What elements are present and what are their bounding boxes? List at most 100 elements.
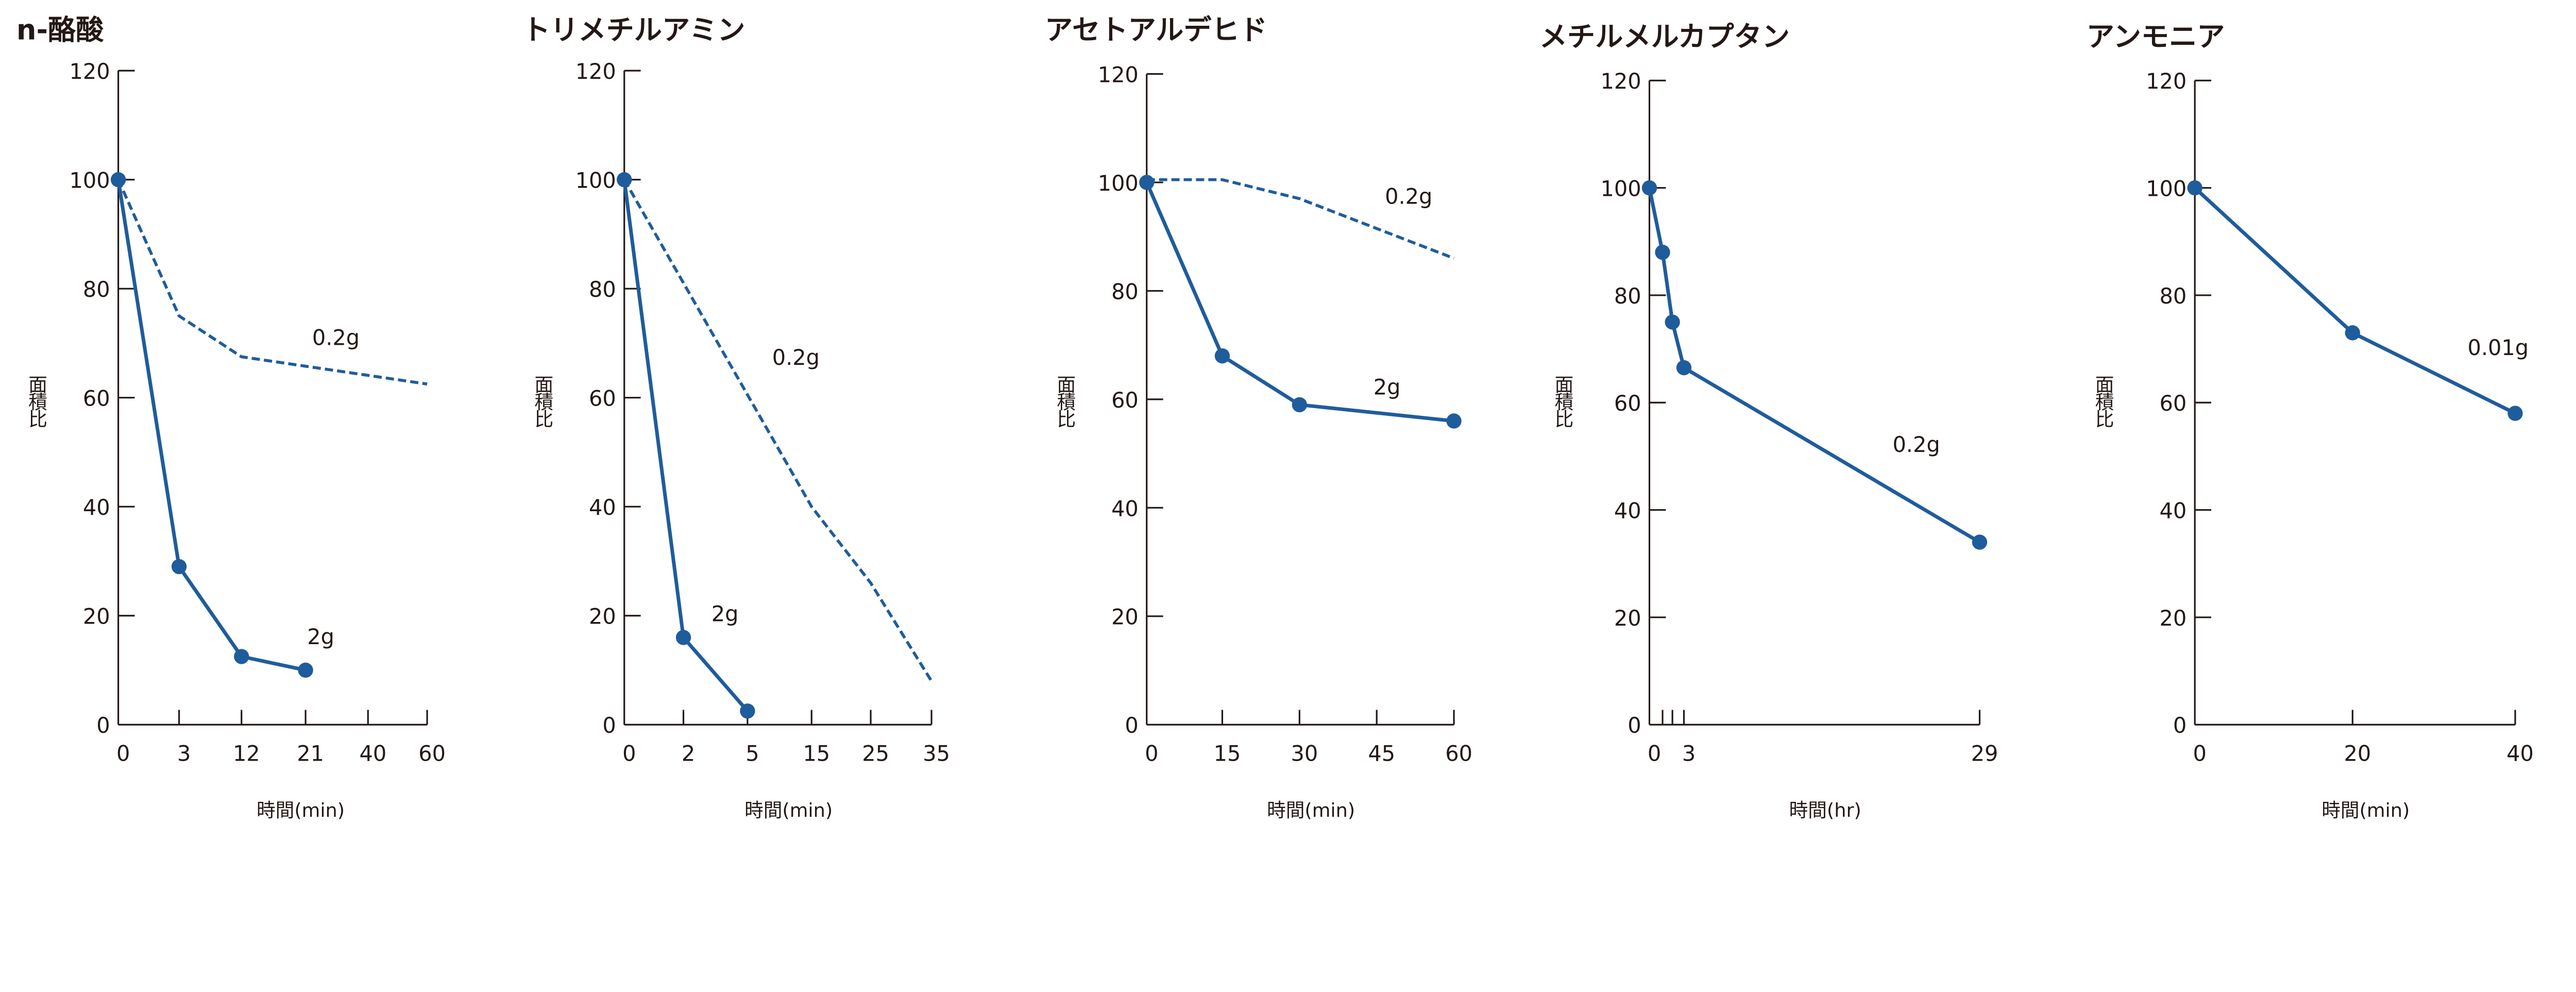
- chart-title: n-酪酸: [16, 14, 104, 46]
- chart-title: メチルメルカプタン: [1539, 20, 1790, 53]
- y-tick-label: 60: [1111, 388, 1139, 413]
- y-tick-label: 120: [70, 59, 110, 84]
- y-axis-label: 面積比: [531, 375, 553, 427]
- series-label: 2g: [1374, 375, 1401, 399]
- y-tick-label: 100: [70, 169, 110, 193]
- series-line-0.2g: [116, 179, 428, 386]
- data-point: [2507, 406, 2523, 421]
- x-axis-label: 時間(min): [1267, 799, 1355, 821]
- x-tick-label: 5: [745, 741, 759, 766]
- data-point: [2345, 325, 2360, 341]
- x-tick-label: 0: [1648, 741, 1661, 766]
- x-axis-label: 時間(min): [2321, 799, 2410, 821]
- data-point: [617, 172, 632, 188]
- data-point: [1214, 348, 1230, 364]
- data-point: [298, 662, 313, 678]
- y-tick-label: 0: [96, 713, 110, 738]
- data-point: [234, 649, 249, 664]
- y-tick-label: 80: [1111, 279, 1139, 304]
- x-tick-label: 0: [2193, 741, 2207, 766]
- x-tick-label: 30: [1291, 741, 1318, 766]
- y-tick-label: 120: [575, 59, 616, 84]
- series-label: 0.2g: [772, 345, 820, 370]
- series-line-2g: [116, 179, 306, 672]
- series-label: 2g: [307, 625, 334, 649]
- x-tick-label: 3: [177, 741, 191, 766]
- y-tick-label: 60: [1614, 391, 1641, 416]
- x-tick-label: 2: [682, 741, 695, 766]
- data-point: [1292, 397, 1307, 413]
- y-axis-label: 面積比: [1054, 375, 1076, 427]
- x-tick-label: 29: [1971, 741, 1998, 766]
- y-tick-label: 0: [1125, 713, 1138, 738]
- series-label: 0.2g: [1385, 184, 1432, 209]
- y-tick-label: 120: [1098, 62, 1139, 87]
- y-tick-label: 0: [1628, 713, 1641, 738]
- x-tick-label: 12: [233, 741, 260, 766]
- y-tick-label: 80: [2159, 284, 2187, 309]
- y-tick-label: 0: [2173, 713, 2187, 738]
- data-point: [1676, 360, 1692, 376]
- y-tick-label: 20: [589, 604, 616, 629]
- y-tick-label: 60: [83, 386, 110, 411]
- series-label: 0.2g: [312, 326, 360, 350]
- x-tick-label: 21: [297, 741, 324, 766]
- series-label: 0.01g: [2468, 335, 2529, 360]
- data-point: [2187, 180, 2202, 196]
- chart-panel: アセトアルデヒド 0 20 40 60 80 100 120 0 15 30 45 60 時間(min) 面…: [1045, 14, 1472, 821]
- series-line-0.2g: [623, 179, 933, 682]
- series-line-0.2g: [1146, 178, 1455, 260]
- x-tick-label: 35: [923, 741, 950, 766]
- chart-title: アセトアルデヒド: [1045, 14, 1267, 46]
- y-tick-label: 80: [1614, 284, 1641, 309]
- data-point: [675, 630, 691, 645]
- y-tick-label: 80: [83, 277, 110, 302]
- y-tick-label: 0: [602, 713, 616, 738]
- data-point: [1446, 413, 1462, 429]
- y-tick-label: 40: [1111, 496, 1139, 521]
- data-point: [1655, 244, 1670, 260]
- series-label: 2g: [711, 601, 739, 626]
- y-axis-label: 面積比: [2092, 375, 2114, 427]
- chart-title: トリメチルアミン: [522, 14, 745, 46]
- y-tick-label: 60: [2159, 391, 2187, 416]
- x-axis-label: 時間(min): [257, 799, 345, 821]
- x-tick-label: 15: [803, 741, 830, 766]
- x-tick-label: 40: [359, 741, 386, 766]
- x-tick-label: 15: [1214, 741, 1241, 766]
- x-tick-label: 60: [418, 741, 446, 766]
- data-point: [740, 703, 755, 719]
- data-point: [1641, 180, 1657, 196]
- x-axis-label: 時間(min): [744, 799, 833, 821]
- y-tick-label: 60: [589, 386, 616, 411]
- chart-title: アンモニア: [2087, 20, 2225, 53]
- y-tick-label: 100: [2146, 177, 2187, 201]
- y-tick-label: 20: [83, 604, 110, 629]
- y-tick-label: 80: [589, 277, 616, 302]
- x-tick-label: 20: [2344, 741, 2371, 766]
- y-tick-label: 120: [2146, 69, 2187, 94]
- x-tick-label: 0: [116, 741, 130, 766]
- x-tick-label: 40: [2506, 741, 2534, 766]
- y-axis-label: 面積比: [1551, 375, 1573, 427]
- chart-panel: アンモニア 0 20 40 60 80 100 120 0 20 40 時間(min) 面積比 0.01g: [2087, 20, 2534, 821]
- data-point: [1139, 175, 1155, 190]
- x-tick-label: 25: [862, 741, 889, 766]
- x-tick-label: 45: [1368, 741, 1395, 766]
- series-line-0.2g: [1648, 187, 1981, 544]
- y-tick-label: 40: [589, 495, 616, 520]
- y-tick-label: 40: [2159, 499, 2187, 524]
- x-axis-label: 時間(hr): [1789, 799, 1861, 821]
- y-tick-label: 100: [1098, 171, 1139, 196]
- data-point: [1972, 534, 1988, 550]
- series-label: 0.2g: [1892, 432, 1940, 457]
- series-line-2g: [1145, 181, 1454, 423]
- y-tick-label: 20: [2159, 606, 2187, 631]
- x-tick-label: 3: [1682, 741, 1696, 766]
- chart-panel: n-酪酸 0 20 40 60 80 100 120 0 3 12 21 40 60 時間(min) 面積比 2…: [16, 14, 446, 821]
- y-tick-label: 20: [1614, 606, 1641, 631]
- y-tick-label: 40: [1614, 499, 1641, 524]
